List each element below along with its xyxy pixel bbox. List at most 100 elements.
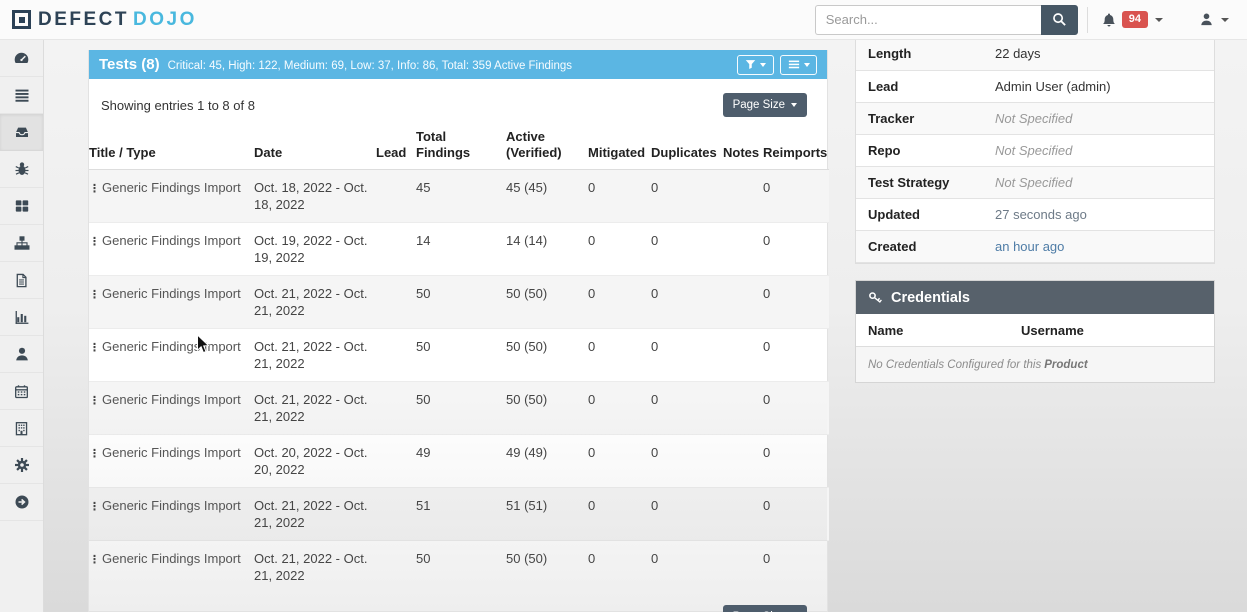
test-row: ⋮ Generic Findings Import Oct. 18, 2022 -… <box>89 169 829 223</box>
test-title-link[interactable]: Generic Findings Import <box>102 233 241 248</box>
tests-panel-header: Tests (8) Critical: 45, High: 122, Mediu… <box>89 50 827 79</box>
test-mitigated: 0 <box>588 339 596 354</box>
test-reimports: 0 <box>763 180 771 195</box>
test-total-findings: 50 <box>416 551 431 566</box>
tests-title: Tests (8) <box>99 56 160 73</box>
details-value: Not Specified <box>995 110 1073 126</box>
user-icon <box>1201 13 1212 26</box>
details-value: 22 days <box>995 46 1041 62</box>
col-reimports: Reimports <box>763 129 829 170</box>
test-notes <box>723 488 763 541</box>
test-total-findings: 50 <box>416 339 431 354</box>
defectdojo-logo[interactable]: DEFECT DOJO <box>12 10 197 29</box>
drag-handle-icon[interactable]: ⋮ <box>89 289 100 301</box>
details-label: Length <box>868 46 912 62</box>
notification-count-badge: 94 <box>1121 10 1148 29</box>
test-date: Oct. 20, 2022 - Oct. 20, 2022 <box>254 445 368 477</box>
global-search <box>814 4 1078 35</box>
test-duplicates: 0 <box>651 339 659 354</box>
page-size-button-top[interactable]: Page Size <box>722 93 807 117</box>
drag-handle-icon[interactable]: ⋮ <box>89 448 100 460</box>
sidebar-item-endpoints[interactable] <box>0 225 43 262</box>
arrow-circle-right-icon <box>15 495 28 509</box>
page-size-button-bottom[interactable]: Page Size <box>722 605 807 612</box>
test-reimports: 0 <box>763 233 771 248</box>
details-label: Updated <box>868 206 920 222</box>
sidebar-item-engagements[interactable] <box>0 114 43 151</box>
details-row: Created an hour ago <box>856 230 1214 262</box>
details-value: Not Specified <box>995 142 1073 158</box>
sidebar-item-reports[interactable] <box>0 262 43 299</box>
sidebar-item-organization[interactable] <box>0 410 43 447</box>
sidebar-item-users[interactable] <box>0 336 43 373</box>
test-date: Oct. 19, 2022 - Oct. 19, 2022 <box>254 233 368 265</box>
chevron-down-icon <box>803 62 810 67</box>
col-active-verified: Active (Verified) <box>506 129 588 170</box>
search-button[interactable] <box>1040 4 1078 35</box>
sidebar-item-bugs[interactable] <box>0 151 43 188</box>
drag-handle-icon[interactable]: ⋮ <box>89 342 100 354</box>
test-notes <box>723 435 763 488</box>
test-duplicates: 0 <box>651 392 659 407</box>
test-title-link[interactable]: Generic Findings Import <box>102 498 241 513</box>
test-notes <box>723 276 763 329</box>
drag-handle-icon[interactable]: ⋮ <box>89 236 100 248</box>
test-total-findings: 50 <box>416 392 431 407</box>
filter-dropdown-button[interactable] <box>737 54 774 75</box>
test-row: ⋮ Generic Findings Import Oct. 21, 2022 -… <box>89 275 829 329</box>
credentials-panel: Credentials Name Username No Credentials… <box>855 280 1215 383</box>
test-lead <box>376 488 416 541</box>
sidebar-item-settings[interactable] <box>0 447 43 484</box>
col-duplicates: Duplicates <box>651 129 723 170</box>
test-row: ⋮ Generic Findings Import Oct. 20, 2022 -… <box>89 434 829 488</box>
details-row: Length 22 days <box>856 38 1214 70</box>
test-title-link[interactable]: Generic Findings Import <box>102 551 241 566</box>
gauge-icon <box>14 52 29 63</box>
notifications-dropdown[interactable]: 94 <box>1101 10 1163 29</box>
drag-handle-icon[interactable]: ⋮ <box>89 554 100 566</box>
sidebar-item-dashboard[interactable] <box>0 40 43 77</box>
test-notes <box>723 541 763 594</box>
sidebar-item-logout[interactable] <box>0 484 43 521</box>
test-date: Oct. 21, 2022 - Oct. 21, 2022 <box>254 339 368 371</box>
test-duplicates: 0 <box>651 551 659 566</box>
left-sidebar <box>0 40 44 612</box>
tests-severity-summary: Critical: 45, High: 122, Medium: 69, Low… <box>167 59 573 72</box>
sidebar-item-findings[interactable] <box>0 77 43 114</box>
test-notes <box>723 223 763 276</box>
test-title-link[interactable]: Generic Findings Import <box>102 339 241 354</box>
test-row: ⋮ Generic Findings Import Oct. 21, 2022 -… <box>89 381 829 435</box>
test-reimports: 0 <box>763 339 771 354</box>
test-lead <box>376 223 416 276</box>
menu-dropdown-button[interactable] <box>780 54 817 75</box>
details-value: Admin User (admin) <box>995 78 1111 94</box>
test-duplicates: 0 <box>651 180 659 195</box>
tests-table-header-row: Title / Type Date Lead Total Findings Ac… <box>89 129 829 170</box>
sidebar-item-metrics[interactable] <box>0 299 43 336</box>
user-menu-dropdown[interactable] <box>1199 12 1229 27</box>
test-mitigated: 0 <box>588 551 596 566</box>
sidebar-item-products[interactable] <box>0 188 43 225</box>
chevron-down-icon <box>791 103 797 107</box>
drag-handle-icon[interactable]: ⋮ <box>89 183 100 195</box>
test-title-link[interactable]: Generic Findings Import <box>102 445 241 460</box>
details-row: Repo Not Specified <box>856 134 1214 166</box>
key-icon <box>869 292 882 303</box>
drag-handle-icon[interactable]: ⋮ <box>89 395 100 407</box>
test-title-link[interactable]: Generic Findings Import <box>102 392 241 407</box>
test-date: Oct. 21, 2022 - Oct. 21, 2022 <box>254 551 368 583</box>
drag-handle-icon[interactable]: ⋮ <box>89 501 100 513</box>
sidebar-item-calendar[interactable] <box>0 373 43 410</box>
test-lead <box>376 435 416 488</box>
details-row: Tracker Not Specified <box>856 102 1214 134</box>
test-total-findings: 51 <box>416 498 431 513</box>
test-title-link[interactable]: Generic Findings Import <box>102 180 241 195</box>
test-title-link[interactable]: Generic Findings Import <box>102 286 241 301</box>
search-input[interactable] <box>814 4 1041 35</box>
navbar-divider <box>1086 6 1088 33</box>
chevron-down-icon <box>760 62 766 67</box>
col-notes: Notes <box>723 129 763 170</box>
funnel-icon <box>745 60 756 70</box>
test-total-findings: 45 <box>416 180 431 195</box>
